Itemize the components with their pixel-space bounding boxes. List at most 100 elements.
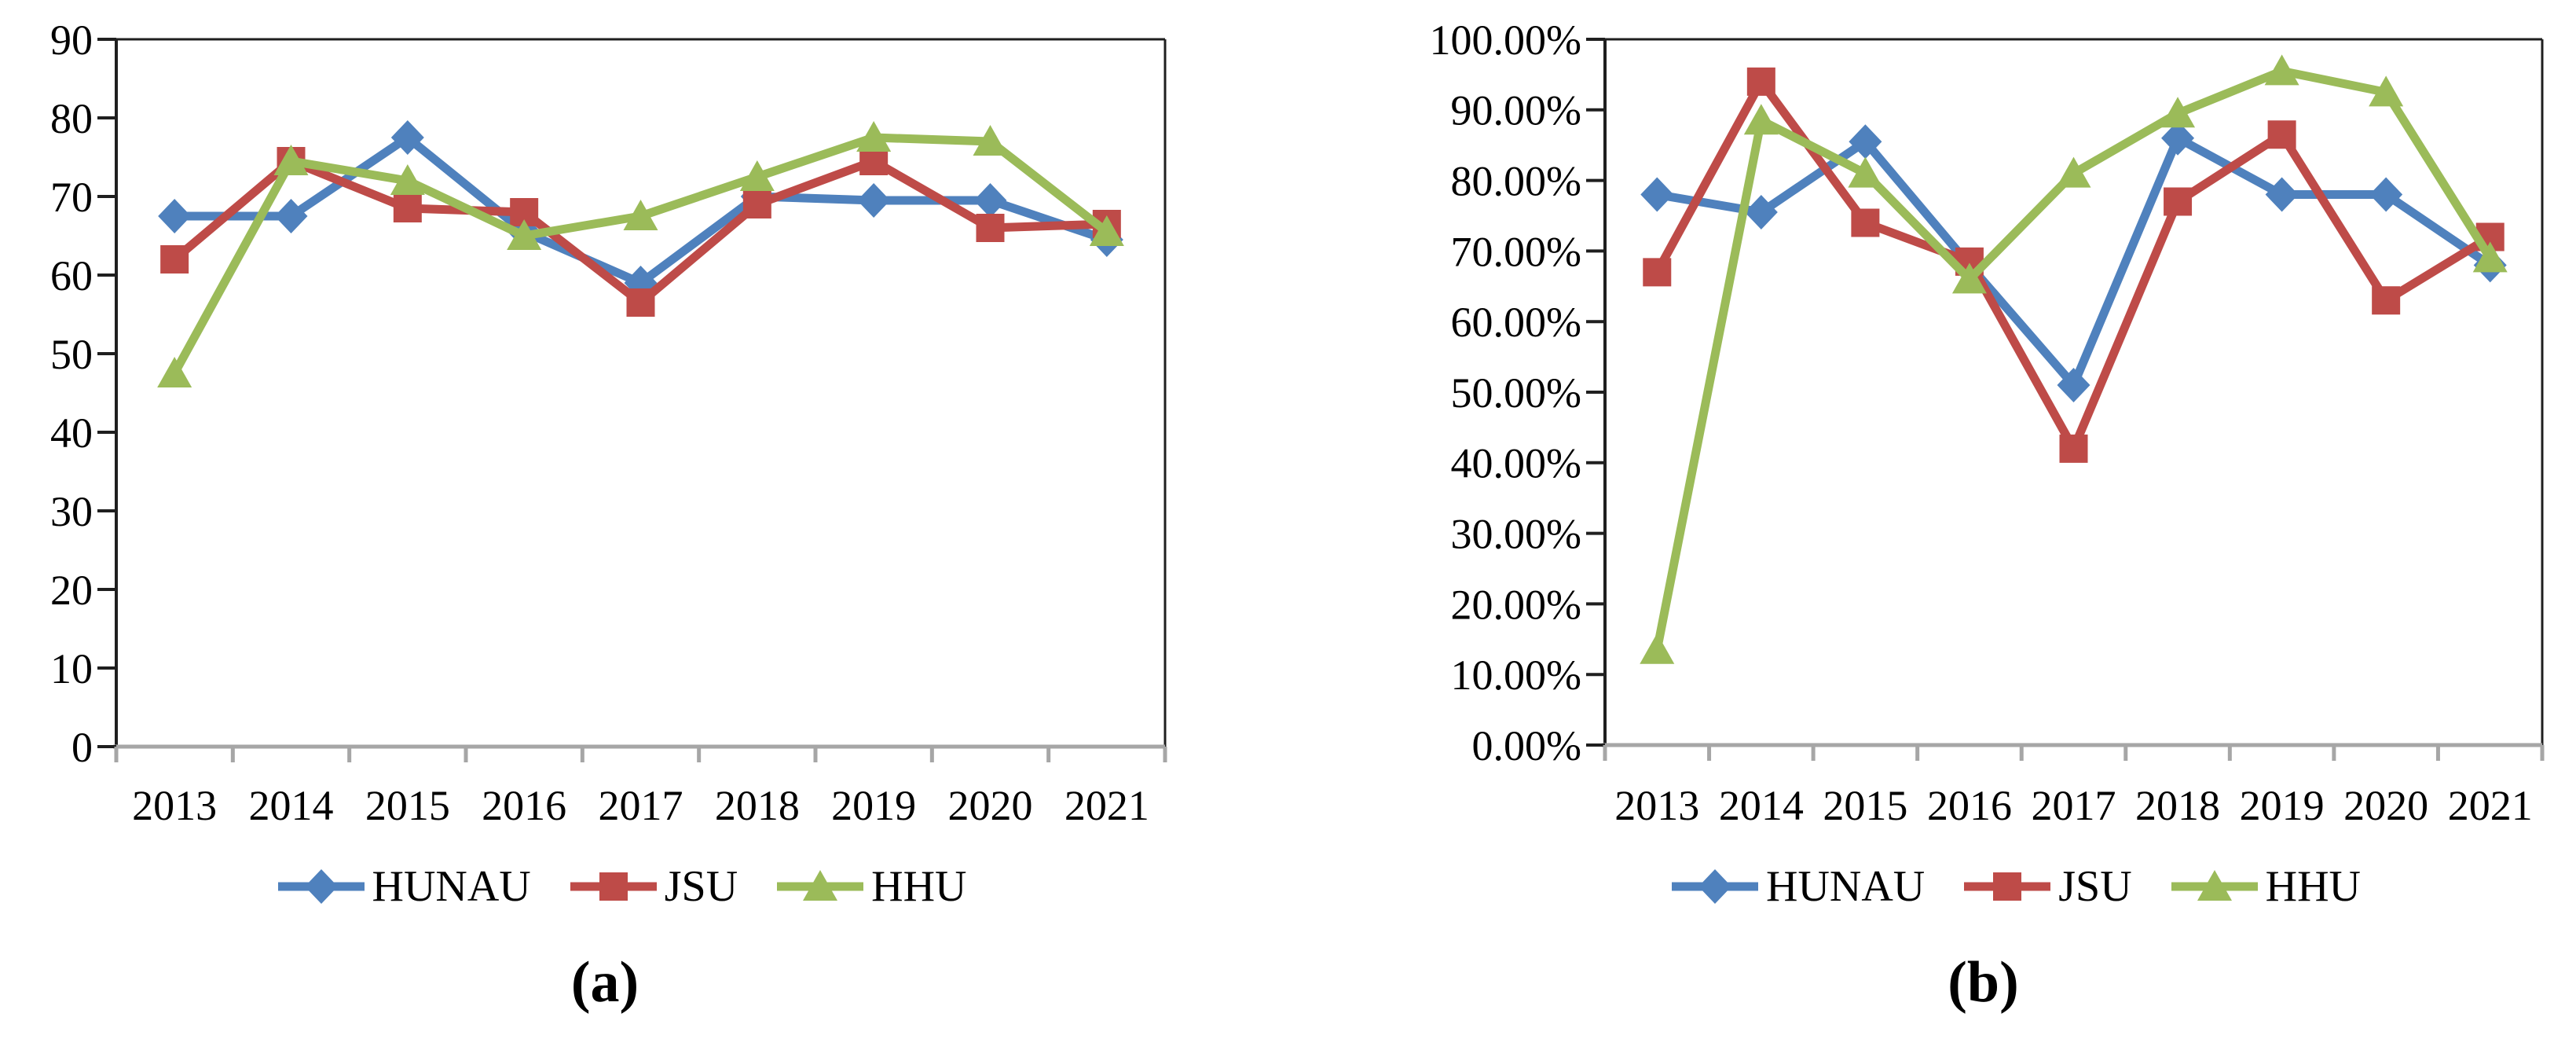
diamond-glyph	[304, 869, 338, 904]
caption-b: (b)	[1948, 950, 2019, 1015]
x-axis-label: 2018	[715, 782, 800, 829]
square-marker-jsu	[510, 198, 539, 226]
triangle-marker-hhu	[2472, 241, 2508, 273]
legend-item-jsu: JSU	[567, 861, 738, 912]
triangle-marker-hhu	[273, 145, 309, 175]
square-marker-jsu	[859, 147, 889, 175]
diamond-marker-hunau	[1640, 177, 1674, 212]
square-marker-jsu	[393, 194, 422, 222]
diamond-marker-hunau	[2161, 120, 2195, 156]
diamond-marker-hunau	[1849, 124, 1882, 160]
x-axis-label: 2017	[599, 782, 683, 829]
line-chart-a: 90 80 70 60 50 40 30 20 10 0 2013 2014 2015 2016 2017 2…	[50, 17, 1167, 829]
triangle-marker-hhu	[1089, 215, 1124, 246]
legend-label: HUNAU	[372, 862, 531, 911]
y-tick-label: 40	[50, 409, 93, 457]
x-axis-label: 2013	[1614, 782, 1699, 829]
diamond-glyph	[1698, 869, 1732, 904]
y-tick-label: 80	[50, 95, 93, 142]
square-marker-jsu	[2059, 434, 2088, 463]
diamond-marker-hunau	[857, 183, 891, 218]
square-marker-jsu	[1746, 67, 1775, 96]
legend-item-hunau: HUNAU	[1669, 861, 1925, 912]
y-tick-label: 20	[50, 567, 93, 614]
triangle-marker-hhu	[157, 357, 192, 387]
legend-label: JSU	[664, 862, 738, 911]
square-marker-jsu	[742, 190, 771, 218]
triangle-marker-hhu	[390, 164, 425, 195]
square-glyph	[599, 872, 628, 901]
triangle-marker-hhu	[2264, 54, 2299, 86]
diamond-marker-hunau	[274, 199, 308, 233]
diamond-marker-hunau	[2265, 177, 2299, 212]
legend-label: HHU	[871, 862, 967, 911]
y-tick-label: 30	[50, 488, 93, 535]
diamond-marker-hunau	[390, 120, 424, 155]
square-marker-icon	[1964, 872, 2051, 901]
square-marker-jsu	[1851, 208, 1880, 237]
x-axis-label: 2019	[2240, 782, 2325, 829]
y-tick-label: 80.00%	[1451, 158, 1581, 205]
x-axis-label: 2013	[132, 782, 217, 829]
legend-item-hhu: HHU	[774, 861, 966, 912]
triangle-marker-hhu	[1640, 633, 1675, 664]
triangle-marker-hhu	[1743, 104, 1779, 135]
legend-b: HUNAU JSU HHU	[1367, 854, 2576, 920]
triangle-marker-hhu	[623, 200, 658, 230]
diamond-marker-hunau	[2057, 368, 2090, 403]
triangle-marker-hhu	[856, 121, 892, 152]
square-marker-jsu	[160, 245, 189, 274]
triangle-marker-icon	[777, 870, 864, 901]
square-marker-jsu	[2164, 187, 2193, 216]
square-marker-jsu	[2267, 120, 2296, 149]
chart-panel-b: 100.00% 90.00% 80.00% 70.00% 60.00% 50.00% 40.…	[1367, 0, 2576, 1061]
diamond-marker-hunau	[1744, 195, 1778, 230]
triangle-marker-hhu	[739, 160, 775, 191]
triangle-marker-hhu	[2369, 75, 2404, 107]
y-tick-label: 10.00%	[1451, 652, 1581, 699]
x-axis-label: 2017	[2032, 782, 2116, 829]
legend-label: JSU	[2058, 862, 2132, 911]
x-axis-label: 2021	[2448, 782, 2533, 829]
square-marker-jsu	[976, 214, 1005, 242]
triangle-marker-icon	[2171, 870, 2258, 901]
y-tick-label: 0	[71, 724, 93, 771]
square-marker-jsu	[1643, 258, 1672, 287]
triangle-marker-hhu	[1848, 156, 1883, 188]
y-tick-label: 90.00%	[1451, 87, 1581, 134]
legend-item-jsu: JSU	[1961, 861, 2132, 912]
triangle-marker-hhu	[1951, 262, 1987, 294]
legend-a: HUNAU JSU HHU	[0, 854, 1210, 920]
y-tick-label: 70.00%	[1451, 228, 1581, 275]
x-axis-label: 2018	[2135, 782, 2220, 829]
triangle-glyph	[803, 870, 838, 901]
x-axis-label: 2015	[365, 782, 450, 829]
x-axis-label: 2021	[1064, 782, 1149, 829]
triangle-marker-hhu	[973, 125, 1008, 156]
diamond-marker-icon	[1672, 869, 1759, 904]
y-tick-label: 60	[50, 252, 93, 299]
x-axis-label: 2015	[1823, 782, 1907, 829]
square-marker-jsu	[626, 288, 655, 317]
x-axis-label: 2014	[249, 782, 334, 829]
y-tick-label: 40.00%	[1451, 440, 1581, 487]
legend-item-hhu: HHU	[2168, 861, 2361, 912]
y-tick-label: 0.00%	[1472, 722, 1581, 769]
legend-label: HHU	[2265, 862, 2361, 911]
x-axis-label: 2016	[482, 782, 566, 829]
square-marker-icon	[570, 872, 657, 901]
triangle-marker-hhu	[507, 219, 542, 250]
y-tick-label: 100.00%	[1430, 17, 1581, 64]
legend-label: HUNAU	[1766, 862, 1926, 911]
x-axis-label: 2020	[948, 782, 1033, 829]
triangle-marker-hhu	[2160, 97, 2196, 128]
triangle-glyph	[2197, 870, 2232, 901]
x-axis-label: 2014	[1719, 782, 1804, 829]
triangle-marker-hhu	[2056, 156, 2091, 188]
caption-a: (a)	[570, 950, 639, 1015]
y-tick-label: 10	[50, 645, 93, 692]
x-axis-label: 2020	[2343, 782, 2428, 829]
chart-panel-a: 90 80 70 60 50 40 30 20 10 0 2013 2014 2015 2016 2017 2…	[0, 0, 1210, 1061]
diamond-marker-hunau	[158, 199, 192, 233]
